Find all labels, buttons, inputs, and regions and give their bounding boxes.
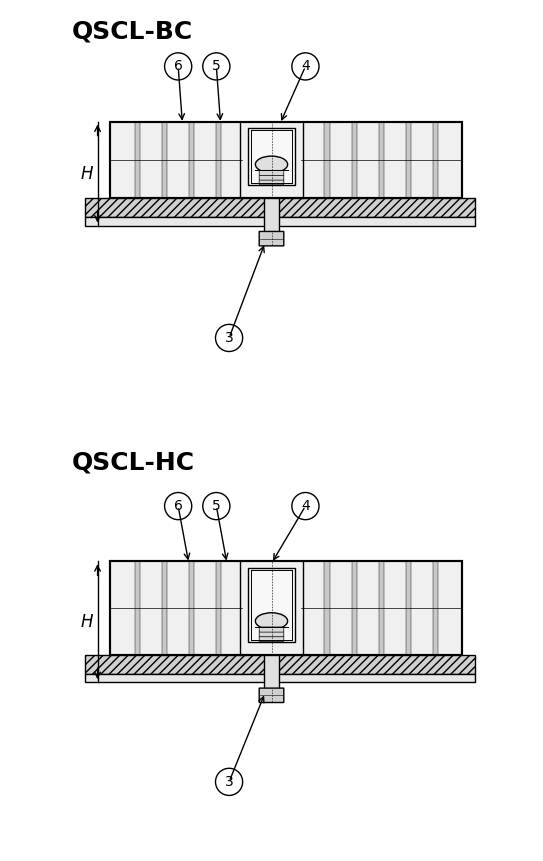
Bar <box>189 121 194 198</box>
Bar <box>110 561 463 654</box>
Circle shape <box>292 53 319 80</box>
FancyBboxPatch shape <box>259 688 284 703</box>
Text: 6: 6 <box>174 499 182 513</box>
Bar <box>406 121 411 198</box>
Circle shape <box>203 492 230 520</box>
Circle shape <box>165 492 192 520</box>
Bar <box>378 121 384 198</box>
Bar <box>135 561 140 654</box>
Text: 6: 6 <box>174 59 182 73</box>
Text: 4: 4 <box>301 499 310 513</box>
Text: 5: 5 <box>212 59 220 73</box>
Bar <box>248 567 295 641</box>
Bar <box>85 654 475 673</box>
Bar <box>85 198 475 217</box>
Bar <box>110 121 463 198</box>
Circle shape <box>292 492 319 520</box>
Text: QSCL-BC: QSCL-BC <box>72 20 193 44</box>
FancyBboxPatch shape <box>259 627 284 632</box>
Bar <box>110 561 463 654</box>
FancyBboxPatch shape <box>259 180 284 185</box>
Bar <box>216 121 221 198</box>
Text: QSCL-HC: QSCL-HC <box>72 451 195 475</box>
Bar <box>248 128 295 185</box>
Bar <box>264 654 279 689</box>
Bar <box>162 561 167 654</box>
FancyBboxPatch shape <box>259 175 284 180</box>
Text: 5: 5 <box>212 499 220 513</box>
Bar <box>324 561 330 654</box>
Bar <box>85 673 475 682</box>
Bar <box>351 121 357 198</box>
Bar <box>378 561 384 654</box>
Bar <box>135 121 140 198</box>
FancyBboxPatch shape <box>259 636 284 641</box>
Circle shape <box>165 53 192 80</box>
Bar <box>406 561 411 654</box>
Text: 3: 3 <box>225 775 233 789</box>
Bar <box>85 217 475 226</box>
Ellipse shape <box>255 156 288 173</box>
Bar <box>162 121 167 198</box>
Bar <box>433 121 438 198</box>
Text: 3: 3 <box>225 331 233 345</box>
FancyBboxPatch shape <box>259 232 284 246</box>
Circle shape <box>203 53 230 80</box>
Bar <box>433 561 438 654</box>
Circle shape <box>216 325 243 351</box>
Bar <box>189 561 194 654</box>
Circle shape <box>216 768 243 796</box>
FancyBboxPatch shape <box>259 170 284 176</box>
Ellipse shape <box>255 613 288 629</box>
FancyBboxPatch shape <box>259 632 284 637</box>
Bar <box>324 121 330 198</box>
Bar <box>110 121 463 198</box>
Text: H: H <box>81 164 93 183</box>
Bar <box>216 561 221 654</box>
Text: H: H <box>81 613 93 631</box>
Bar <box>351 561 357 654</box>
Bar <box>264 198 279 232</box>
Text: 4: 4 <box>301 59 310 73</box>
